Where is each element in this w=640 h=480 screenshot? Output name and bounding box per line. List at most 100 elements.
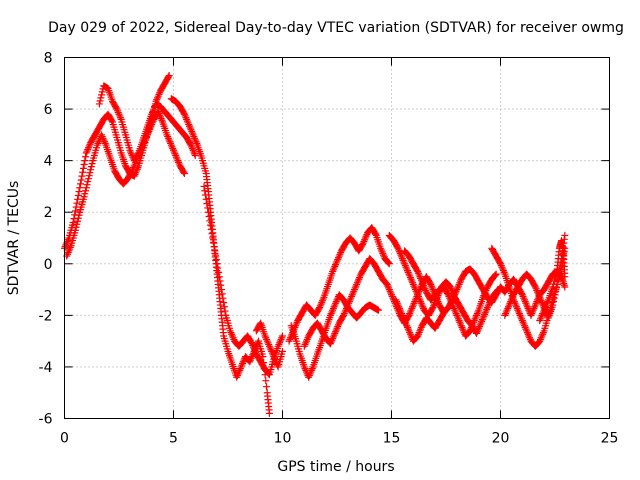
data-point <box>528 310 536 318</box>
data-point <box>439 310 447 318</box>
data-point <box>158 116 166 124</box>
data-point <box>308 366 316 374</box>
data-point <box>209 238 217 246</box>
data-point <box>189 146 197 154</box>
series-track-f <box>252 319 286 371</box>
data-point <box>326 311 334 319</box>
data-point <box>520 320 528 328</box>
x-tick-label: 0 <box>60 431 69 447</box>
data-point <box>172 151 180 159</box>
data-point <box>522 299 530 307</box>
data-point <box>502 310 510 318</box>
data-point <box>393 299 401 307</box>
data-point <box>306 370 314 378</box>
data-point <box>286 334 294 342</box>
data-point <box>128 167 136 175</box>
data-point <box>339 313 347 321</box>
data-point <box>251 347 259 355</box>
data-point <box>496 258 504 266</box>
data-point <box>342 306 350 314</box>
data-point <box>318 297 326 305</box>
data-point <box>235 368 243 376</box>
data-point <box>387 289 395 297</box>
data-point <box>78 172 86 180</box>
data-point <box>221 307 229 315</box>
data-point <box>154 92 162 100</box>
data-point <box>156 111 164 119</box>
data-point <box>271 356 279 364</box>
data-point <box>98 133 106 141</box>
data-point <box>409 303 417 311</box>
data-point <box>248 340 256 348</box>
data-point <box>443 289 451 297</box>
data-point <box>447 285 455 293</box>
data-point <box>84 178 92 186</box>
data-point <box>156 113 164 121</box>
data-point <box>80 193 88 201</box>
data-point <box>399 313 407 321</box>
data-point <box>513 304 521 312</box>
data-point <box>287 332 295 340</box>
data-point <box>340 311 348 319</box>
axis-ticks <box>64 57 610 419</box>
data-point <box>234 370 242 378</box>
data-point <box>278 334 286 342</box>
data-point <box>401 317 409 325</box>
data-point <box>165 136 173 144</box>
data-point <box>552 271 560 279</box>
data-point <box>388 291 395 299</box>
data-point <box>415 329 423 337</box>
y-tick-label: 8 <box>44 51 53 67</box>
data-point <box>445 292 453 300</box>
data-point <box>346 296 354 304</box>
data-point <box>94 139 102 147</box>
data-point <box>307 368 315 376</box>
data-point <box>326 340 334 348</box>
data-point <box>386 287 394 295</box>
data-point <box>414 292 422 300</box>
data-point <box>467 325 475 333</box>
data-point <box>66 243 74 251</box>
data-point <box>501 311 509 319</box>
data-point <box>333 296 341 304</box>
data-point <box>157 115 165 123</box>
data-point <box>81 157 89 165</box>
data-point <box>353 280 361 288</box>
data-point <box>497 262 505 270</box>
data-point <box>419 280 427 288</box>
data-point <box>97 94 105 102</box>
data-point <box>466 327 474 335</box>
data-point <box>480 292 488 300</box>
data-point <box>134 150 142 158</box>
data-point <box>396 306 404 314</box>
data-point <box>249 343 257 351</box>
data-point <box>518 289 526 297</box>
data-point <box>82 187 90 195</box>
data-point <box>270 353 278 361</box>
data-point <box>247 354 255 362</box>
data-point <box>236 365 244 373</box>
data-point <box>532 299 540 307</box>
data-point <box>446 296 454 304</box>
data-point <box>328 308 336 316</box>
data-point <box>427 280 435 288</box>
data-point <box>503 306 511 314</box>
data-point <box>498 263 506 271</box>
data-point <box>329 266 337 274</box>
data-point <box>188 127 196 135</box>
data-point <box>300 363 308 371</box>
data-point <box>457 277 465 285</box>
data-point <box>317 300 325 308</box>
data-point <box>523 329 531 337</box>
data-point <box>453 286 461 294</box>
data-point <box>400 258 408 266</box>
data-point <box>515 308 523 316</box>
data-point <box>519 318 527 326</box>
data-point <box>127 168 135 176</box>
data-point <box>516 311 524 319</box>
data-point <box>318 298 326 306</box>
data-point <box>220 303 228 311</box>
data-point <box>509 292 517 300</box>
x-tick-label: 5 <box>169 431 178 447</box>
